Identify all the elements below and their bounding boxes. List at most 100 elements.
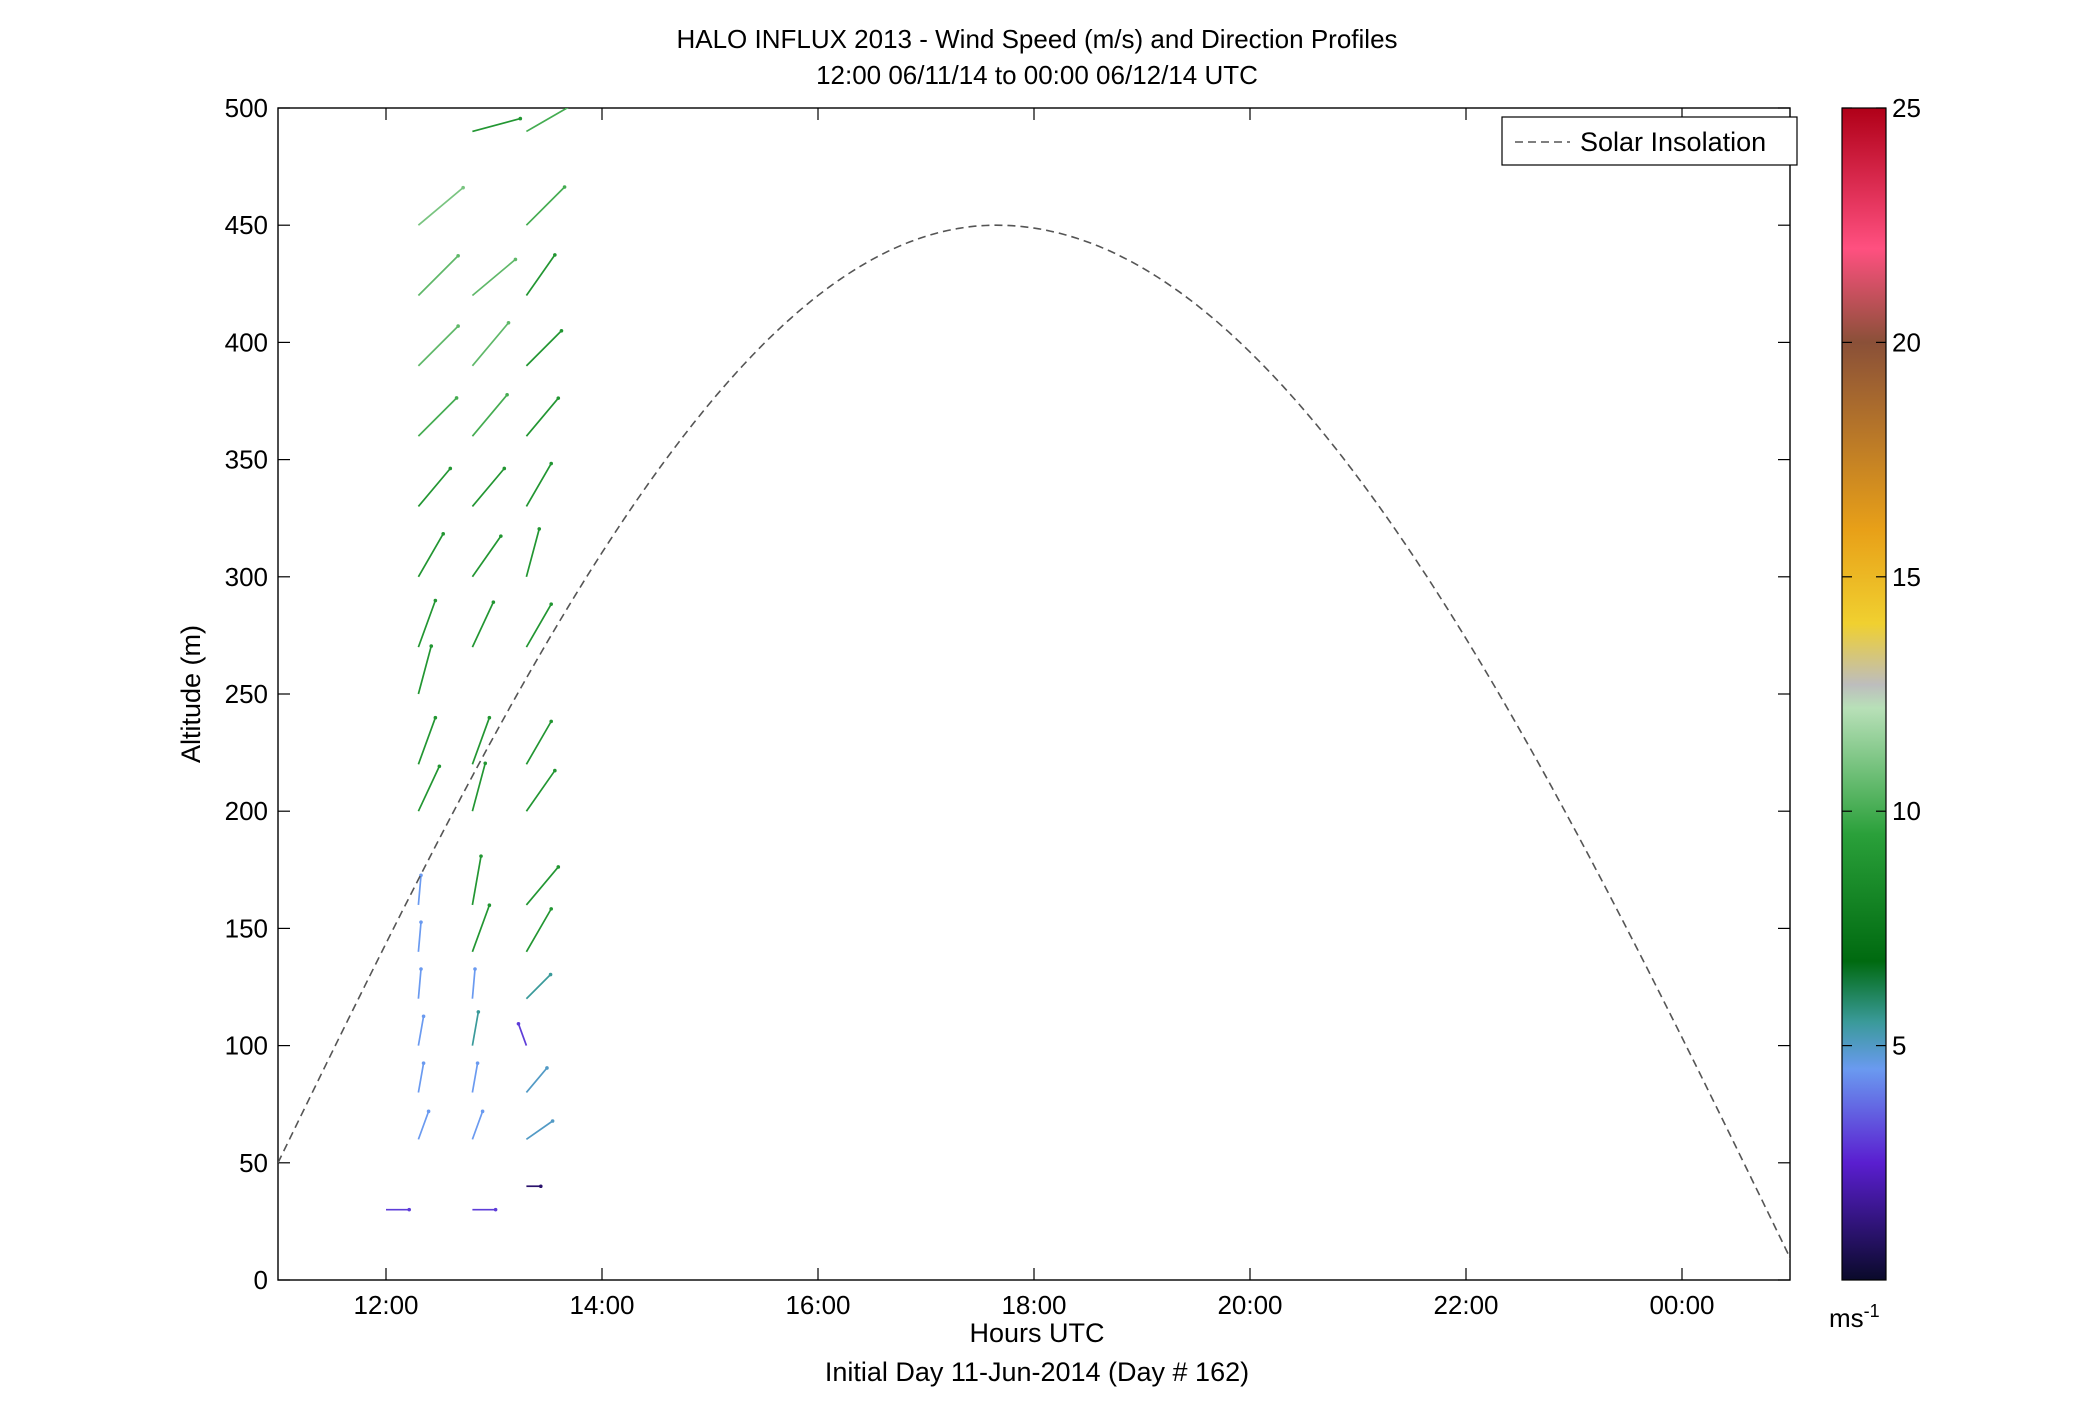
wind-vector [525,254,556,297]
wind-vector [525,330,563,367]
y-tick-label: 200 [225,796,268,826]
wind-vector-tip [553,768,557,773]
wind-vector-tip [499,534,503,538]
wind-vector [417,1111,430,1140]
colorbar-unit-exp: -1 [1864,1301,1880,1321]
wind-vector [525,720,552,765]
wind-vector-tip [549,907,553,911]
solar-insolation-curve [278,224,1790,1260]
y-tick-label: 50 [239,1148,268,1178]
y-axis: 0 50 100 150 200 250 300 350 400 450 500 [225,93,1790,1295]
wind-vector-tip [433,715,438,720]
chart-title: HALO INFLUX 2013 - Wind Speed (m/s) and … [676,24,1397,54]
wind-vector-tip [487,903,492,908]
wind-vector-tip [487,715,492,720]
y-tick-label: 350 [225,445,268,475]
wind-vector-tip [562,185,567,189]
x-tick-label: 20:00 [1217,1290,1282,1320]
wind-vector-tip [505,392,509,397]
wind-vector-tip [571,103,575,107]
y-tick-label: 150 [225,913,268,943]
x-tick-label: 16:00 [785,1290,850,1320]
wind-vector-tip [550,1119,555,1123]
wind-vector-tip [473,967,477,971]
y-tick-label: 450 [225,210,268,240]
wind-vector-tip [556,396,561,400]
colorbar-ticks: 5 10 15 20 25 [1842,93,1921,1061]
x-axis-sublabel: Initial Day 11-Jun-2014 (Day # 162) [825,1357,1249,1387]
wind-vector-tip [461,185,465,190]
wind-vector-tip [456,253,460,258]
wind-vector-tip [559,328,564,333]
wind-vector-tip [483,761,488,766]
wind-vector-tip [429,644,434,648]
wind-vector-tip [454,396,459,400]
wind-vectors [386,103,575,1212]
wind-vector [471,322,510,367]
wind-vector-tip [419,920,423,924]
wind-vector-tip [476,1010,481,1014]
wind-vector [417,875,422,906]
wind-vector-tip [556,865,561,869]
y-tick-label: 400 [225,327,268,357]
wind-vector [525,463,552,507]
wind-vector-tip [537,527,542,531]
legend-box [1501,116,1798,166]
wind-vector-tip [433,598,438,603]
wind-vector [417,187,464,226]
wind-vector [525,770,556,812]
wind-vector [525,973,552,1000]
wind-vector-tip [419,967,423,971]
wind-vector [471,1062,479,1093]
x-tick-label: 18:00 [1001,1290,1066,1320]
wind-vector-tip [518,116,523,121]
wind-vector [471,763,487,812]
wind-vector-tip [513,257,518,262]
x-tick-label: 12:00 [353,1290,418,1320]
wind-vector-tip [421,1014,426,1019]
wind-vector [517,1023,528,1046]
wind-vector [525,603,552,648]
x-axis: 12:00 14:00 16:00 18:00 20:00 22:00 00:00 [353,108,1715,1320]
wind-vector-tip [516,1021,521,1026]
y-tick-label: 100 [225,1031,268,1061]
wind-vector [471,1111,484,1140]
wind-vector [417,533,444,578]
wind-vector-tip [493,1207,498,1212]
wind-vector [525,108,569,133]
wind-vector-tip [506,320,511,325]
wind-vector [417,765,441,812]
wind-vector [417,1062,425,1093]
wind-vector [417,922,422,952]
y-axis-label: Altitude (m) [176,625,206,763]
wind-vector [417,467,451,508]
wind-vector-tip [456,324,460,328]
wind-vector [471,467,505,508]
wind-vector-tip [448,466,453,471]
wind-vector [471,394,508,437]
wind-vector-tip [549,602,553,606]
wind-vector [525,1120,554,1141]
wind-vector [471,601,495,648]
wind-vector [417,1016,425,1046]
colorbar-tick-label: 20 [1892,327,1921,357]
wind-vector [417,717,437,765]
y-tick-label: 250 [225,679,268,709]
wind-vector-tip [480,1109,485,1114]
wind-vector [417,645,433,695]
wind-vector [471,535,502,578]
wind-vector-tip [549,719,553,724]
wind-vector-tip [475,1061,480,1065]
colorbar-tick-label: 25 [1892,93,1921,123]
wind-vector [525,866,559,906]
wind-vector-tip [545,1066,549,1070]
wind-vector [471,968,476,999]
wind-vector-tip [502,466,507,471]
x-axis-label: Hours UTC [969,1318,1104,1348]
wind-vector-tip [491,600,496,604]
y-tick-label: 500 [225,93,268,123]
colorbar-tick-label: 15 [1892,562,1921,592]
wind-vector [525,1067,548,1094]
y-tick-label: 300 [225,562,268,592]
